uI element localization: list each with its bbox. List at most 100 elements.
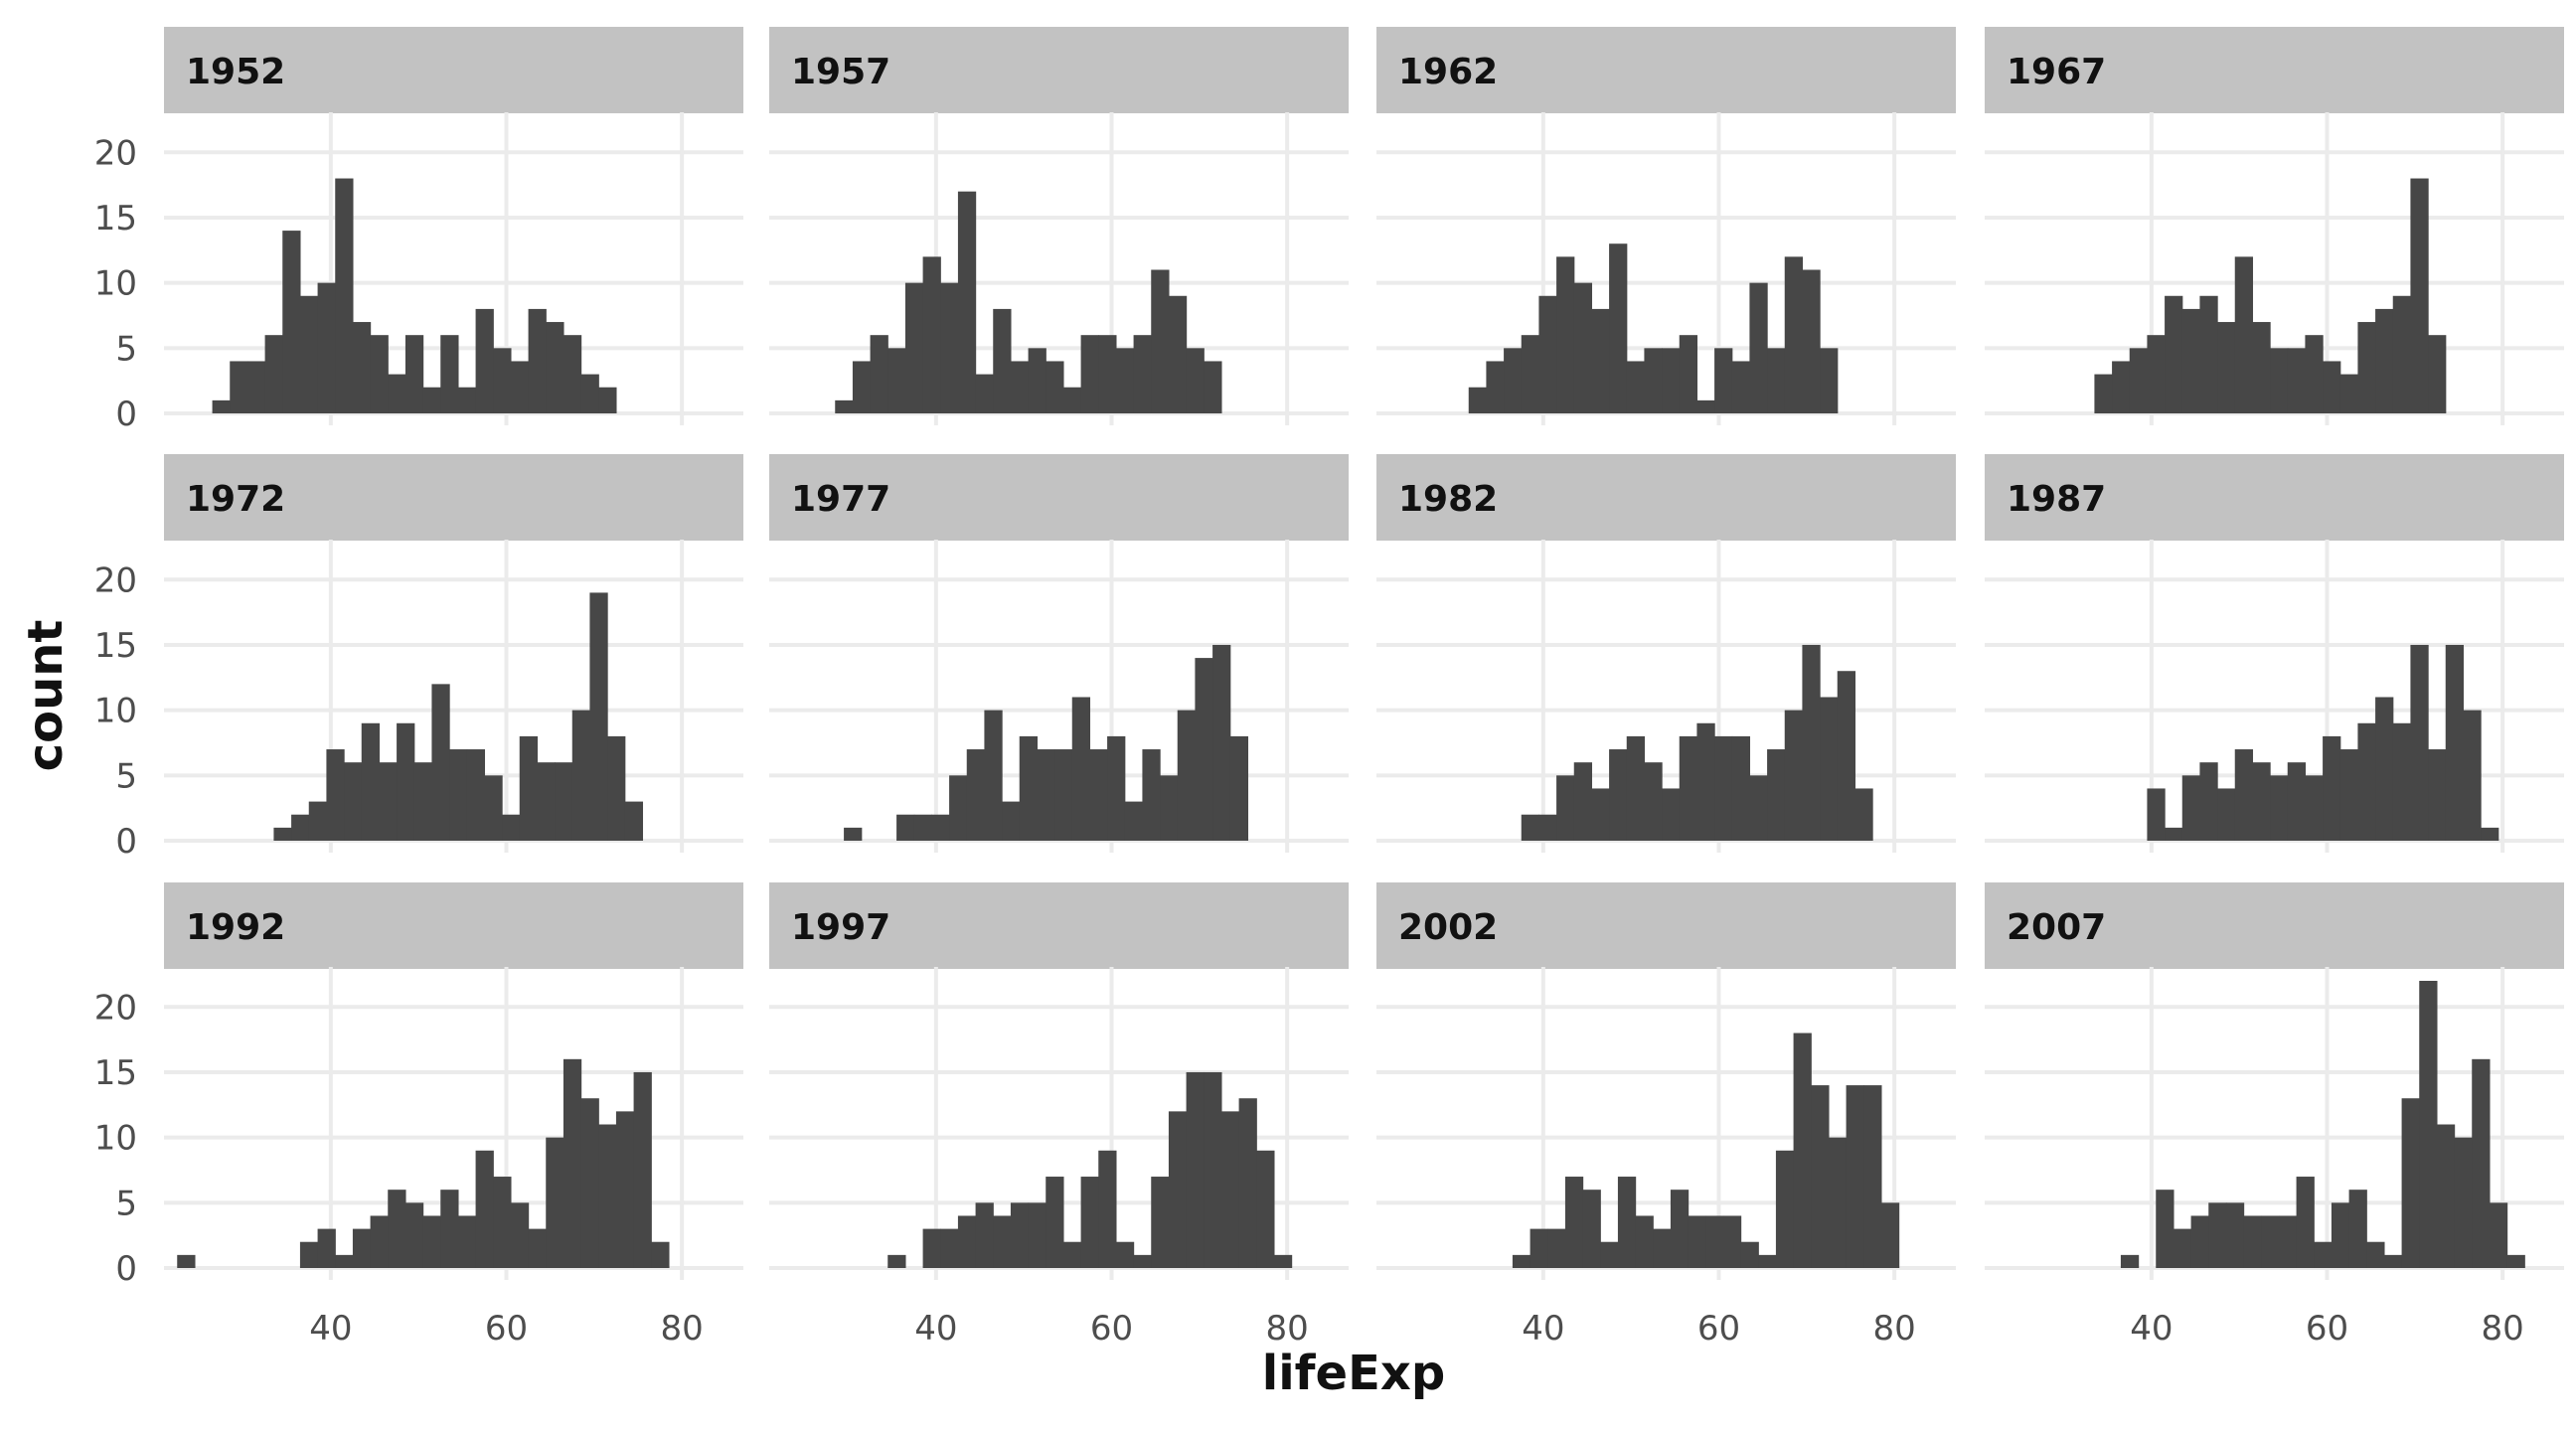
strip-label: 1957: [791, 52, 890, 92]
facet-panel-1997: 1997 40 60 80: [769, 882, 1349, 1349]
histogram-bar: [1229, 735, 1249, 841]
strip-label: 1992: [186, 907, 285, 948]
histogram-bar: [352, 1228, 372, 1268]
histogram-bar: [2392, 295, 2412, 413]
x-tick-label: 60: [1697, 1309, 1740, 1349]
histogram-bar: [2094, 374, 2113, 413]
histogram-bar: [1802, 269, 1821, 413]
histogram-bar: [615, 1111, 635, 1268]
histogram-bar: [440, 335, 459, 413]
histogram-bar: [177, 1254, 196, 1268]
histogram-bar: [1705, 1215, 1724, 1268]
histogram-bar: [598, 387, 617, 413]
histogram-bar: [2270, 775, 2289, 841]
histogram-bar: [413, 762, 433, 841]
histogram-bar: [1010, 1202, 1030, 1268]
histogram-bar: [404, 1202, 424, 1268]
facet-panel-1977: 1977: [769, 454, 1349, 853]
strip-background: [1376, 454, 1956, 541]
histogram-bar: [528, 1228, 547, 1268]
histogram-bar: [1054, 749, 1073, 841]
facet-panel-1952: 1952 0 5 10 15 20: [94, 27, 743, 434]
histogram-bar: [2199, 295, 2218, 413]
histogram-bar: [528, 308, 547, 413]
histogram-bar: [457, 1215, 477, 1268]
histogram-bar: [273, 827, 292, 841]
histogram-bar: [1195, 658, 1213, 841]
facet-panel-1967: 1967: [1985, 27, 2564, 425]
histogram-bar: [913, 814, 933, 841]
histogram-bar: [1662, 348, 1681, 413]
histogram-bar: [887, 1254, 906, 1268]
facet-panels: 1952 0 5 10 15 20 1957 1962 1967 1972 0 5 10 15 20 1977…: [94, 27, 2564, 1349]
histogram-bar: [370, 335, 389, 413]
histogram-bar: [1115, 348, 1135, 413]
histogram-bar: [1186, 1071, 1205, 1268]
histogram-bar: [1749, 282, 1768, 413]
histogram-bar: [2261, 1215, 2280, 1268]
histogram-bar: [2147, 335, 2166, 413]
strip-label: 1972: [186, 479, 285, 520]
histogram-bar: [1486, 361, 1505, 413]
histogram-bar: [949, 775, 968, 841]
histogram-bar: [370, 1215, 389, 1268]
histogram-bar: [1046, 361, 1064, 413]
histogram-bar: [1626, 735, 1646, 841]
histogram-bar: [1186, 348, 1205, 413]
histogram-bar: [519, 735, 539, 841]
histogram-bar: [1609, 749, 1628, 841]
histogram-bar: [2252, 762, 2271, 841]
histogram-bar: [2165, 827, 2183, 841]
histogram-bar: [510, 361, 530, 413]
histogram-bar: [1071, 697, 1091, 841]
histogram-bar: [607, 735, 626, 841]
histogram-bar: [1010, 361, 1030, 413]
histogram-bar: [2463, 710, 2482, 841]
histogram-bar: [2129, 348, 2149, 413]
y-axis-title: count: [18, 620, 74, 772]
histogram-bar: [2445, 644, 2465, 841]
histogram-bar: [2436, 1124, 2456, 1268]
histogram-bar: [510, 1202, 530, 1268]
histogram-bar: [1784, 256, 1804, 413]
strip-background: [769, 882, 1349, 969]
histogram-bar: [335, 1254, 354, 1268]
histogram-bar: [2252, 322, 2271, 413]
histogram-bar: [299, 1241, 319, 1268]
histogram-bar: [2190, 1215, 2209, 1268]
histogram-bar: [1670, 1190, 1690, 1268]
y-tick-label: 5: [115, 329, 137, 369]
histogram-bar: [975, 374, 994, 413]
histogram-bar: [1046, 1177, 1064, 1268]
histogram-bar: [1530, 1228, 1548, 1268]
facet-panel-1962: 1962: [1376, 27, 1956, 425]
histogram-bar: [1880, 1202, 1900, 1268]
histogram-bar: [835, 399, 854, 413]
histogram-bar: [1775, 1150, 1795, 1268]
strip-background: [164, 882, 743, 969]
histogram-bar: [2243, 1215, 2262, 1268]
x-tick-label: 60: [485, 1309, 528, 1349]
histogram-bar: [361, 722, 381, 841]
x-tick-label: 80: [1266, 1309, 1309, 1349]
histogram-bar: [2410, 644, 2429, 841]
histogram-bar: [1124, 801, 1144, 841]
histogram-bar: [1793, 1033, 1812, 1268]
histogram-bar: [624, 801, 644, 841]
strip-background: [1376, 882, 1956, 969]
histogram-bar: [1644, 348, 1663, 413]
histogram-bar: [1062, 387, 1082, 413]
x-tick-label: 80: [2482, 1309, 2524, 1349]
y-tick-label: 15: [94, 199, 137, 238]
histogram-bar: [2287, 348, 2307, 413]
histogram-bar: [1617, 1177, 1637, 1268]
histogram-bar: [2120, 1254, 2140, 1268]
histogram-bar: [896, 814, 915, 841]
histogram-bar: [589, 592, 608, 841]
histogram-bar: [2339, 749, 2359, 841]
facet-panel-1992: 1992 0 5 10 15 20 40 60 80: [94, 882, 743, 1349]
histogram-bar: [940, 282, 959, 413]
histogram-bar: [1168, 295, 1188, 413]
histogram-bar: [1722, 1215, 1742, 1268]
strip-label: 1987: [2007, 479, 2106, 520]
